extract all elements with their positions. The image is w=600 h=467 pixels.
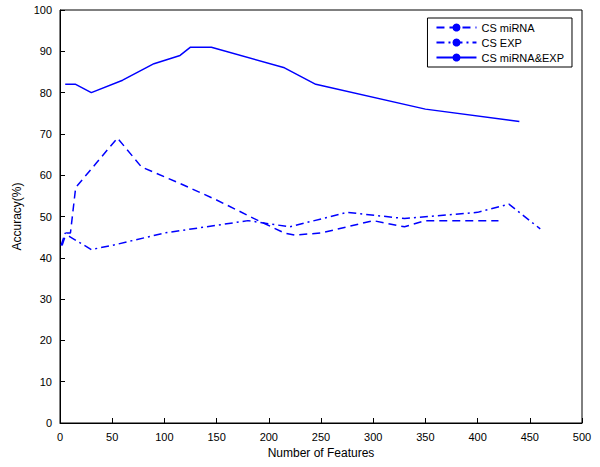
svg-text:CS EXP: CS EXP <box>481 37 521 49</box>
svg-text:100: 100 <box>155 431 173 443</box>
svg-text:500: 500 <box>573 431 591 443</box>
svg-text:CS miRNA: CS miRNA <box>481 22 535 34</box>
svg-text:Number of Features: Number of Features <box>268 446 375 460</box>
svg-text:150: 150 <box>207 431 225 443</box>
svg-text:Accuracy(%): Accuracy(%) <box>10 182 24 250</box>
svg-text:80: 80 <box>40 87 52 99</box>
svg-text:20: 20 <box>40 334 52 346</box>
svg-text:70: 70 <box>40 128 52 140</box>
svg-text:300: 300 <box>364 431 382 443</box>
svg-text:400: 400 <box>468 431 486 443</box>
svg-text:0: 0 <box>46 417 52 429</box>
svg-text:40: 40 <box>40 252 52 264</box>
svg-text:CS miRNA&EXP: CS miRNA&EXP <box>481 52 564 64</box>
svg-text:0: 0 <box>57 431 63 443</box>
svg-text:100: 100 <box>34 4 52 16</box>
svg-text:90: 90 <box>40 45 52 57</box>
svg-text:10: 10 <box>40 376 52 388</box>
svg-text:60: 60 <box>40 169 52 181</box>
svg-text:450: 450 <box>521 431 539 443</box>
svg-text:250: 250 <box>312 431 330 443</box>
svg-text:200: 200 <box>260 431 278 443</box>
svg-text:30: 30 <box>40 293 52 305</box>
svg-text:350: 350 <box>416 431 434 443</box>
svg-text:50: 50 <box>106 431 118 443</box>
svg-text:50: 50 <box>40 211 52 223</box>
